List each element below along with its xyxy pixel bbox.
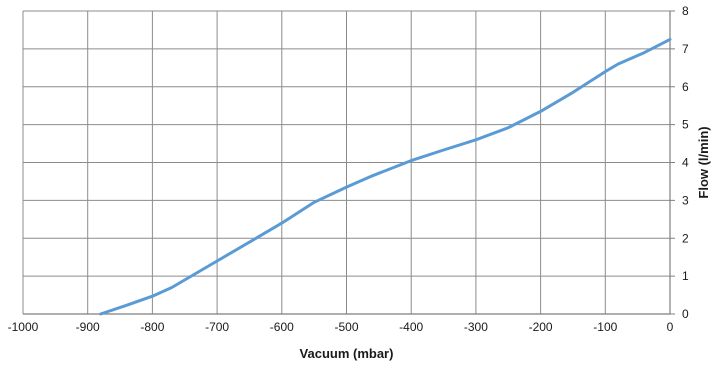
x-tick-label: -600 <box>270 320 294 334</box>
y-tick-label: 1 <box>682 269 689 283</box>
x-tick-label: -800 <box>140 320 164 334</box>
y-axis-label: Flow (l/min) <box>696 126 711 198</box>
y-tick-label: 0 <box>682 307 689 321</box>
x-tick-label: 0 <box>667 320 674 334</box>
x-tick-label: -200 <box>529 320 553 334</box>
x-axis-tick-labels: -1000 -900 -800 -700 -600 -500 -400 -300 -200 -10… <box>8 320 674 334</box>
x-tick-label: -300 <box>464 320 488 334</box>
x-tick-label: -1000 <box>8 320 39 334</box>
y-tick-label: 6 <box>682 80 689 94</box>
y-axis-tick-labels: 0 1 2 3 4 5 6 7 8 <box>682 4 689 321</box>
x-tick-label: -700 <box>205 320 229 334</box>
y-tick-label: 7 <box>682 42 689 56</box>
y-tick-label: 8 <box>682 4 689 18</box>
x-axis-label: Vacuum (mbar) <box>300 346 394 361</box>
x-tick-label: -100 <box>593 320 617 334</box>
y-tick-label: 4 <box>682 156 689 170</box>
x-tick-label: -400 <box>399 320 423 334</box>
x-tick-label: -900 <box>76 320 100 334</box>
y-tick-label: 3 <box>682 193 689 207</box>
x-tick-label: -500 <box>334 320 358 334</box>
y-tick-label: 2 <box>682 231 689 245</box>
series-line <box>99 37 672 316</box>
plot-frame <box>23 10 675 315</box>
y-tick-label: 5 <box>682 118 689 132</box>
series-layer <box>99 37 672 316</box>
